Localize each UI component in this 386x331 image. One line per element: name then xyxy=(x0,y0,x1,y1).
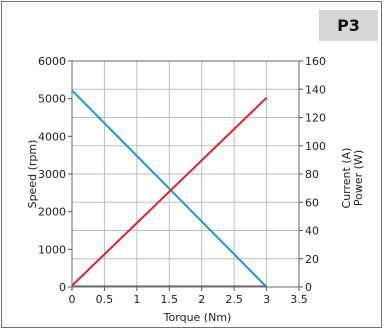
right-tick-label: 80 xyxy=(305,168,319,181)
x-axis-label: Torque (Nm) xyxy=(163,311,232,324)
x-tick-label: 0 xyxy=(69,293,76,306)
current-power-line xyxy=(71,96,268,287)
x-tick-label: 3 xyxy=(263,293,270,306)
left-tick-label: 3000 xyxy=(38,168,66,181)
right-tick-label: 40 xyxy=(305,225,319,238)
x-tick-label: 0.5 xyxy=(96,293,114,306)
right-tick-label: 160 xyxy=(305,55,326,68)
x-tick-label: 3.5 xyxy=(290,293,308,306)
x-tick-label: 1.5 xyxy=(161,293,179,306)
left-tick-label: 6000 xyxy=(38,55,66,68)
x-tick-label: 2.5 xyxy=(225,293,243,306)
left-tick-label: 4000 xyxy=(38,130,66,143)
panel-badge: P3 xyxy=(319,10,378,41)
chart-frame xyxy=(1,1,382,328)
speed-line xyxy=(71,89,268,288)
x-tick-label: 1 xyxy=(133,293,140,306)
right-axis-label-power: Power (W) xyxy=(352,150,365,206)
left-axis-label: Speed (rpm) xyxy=(26,140,39,209)
left-axis-ticks: 0 1000 2000 3000 4000 5000 6000 xyxy=(38,55,72,294)
left-tick-label: 2000 xyxy=(38,206,66,219)
right-axis-ticks: 0 20 40 60 80 100 120 140 160 xyxy=(299,55,326,294)
right-axis-label-current: Current (A) xyxy=(340,148,353,209)
left-tick-label: 1000 xyxy=(38,243,66,256)
right-tick-label: 140 xyxy=(305,83,326,96)
right-tick-label: 20 xyxy=(305,253,319,266)
right-tick-label: 60 xyxy=(305,196,319,209)
right-tick-label: 0 xyxy=(305,281,312,294)
right-tick-label: 100 xyxy=(305,140,326,153)
right-tick-label: 120 xyxy=(305,112,326,125)
left-tick-label: 0 xyxy=(59,281,66,294)
series-lines xyxy=(71,89,268,288)
x-tick-label: 2 xyxy=(198,293,205,306)
left-tick-label: 5000 xyxy=(38,93,66,106)
x-axis-ticks: 0 0.5 1 1.5 2 2.5 3 3.5 xyxy=(69,287,308,306)
